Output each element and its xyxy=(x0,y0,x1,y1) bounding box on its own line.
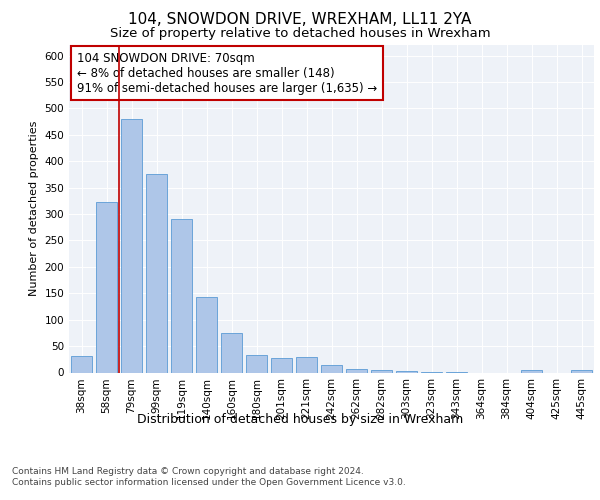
Text: Contains HM Land Registry data © Crown copyright and database right 2024.
Contai: Contains HM Land Registry data © Crown c… xyxy=(12,468,406,487)
Bar xyxy=(371,370,392,372)
Bar xyxy=(171,220,192,372)
Bar xyxy=(146,174,167,372)
Bar xyxy=(321,365,342,372)
Text: 104 SNOWDON DRIVE: 70sqm
← 8% of detached houses are smaller (148)
91% of semi-d: 104 SNOWDON DRIVE: 70sqm ← 8% of detache… xyxy=(77,52,377,94)
Bar xyxy=(246,355,267,372)
Bar xyxy=(71,356,92,372)
Bar xyxy=(271,358,292,372)
Bar xyxy=(96,202,117,372)
Text: 104, SNOWDON DRIVE, WREXHAM, LL11 2YA: 104, SNOWDON DRIVE, WREXHAM, LL11 2YA xyxy=(128,12,472,28)
Bar xyxy=(221,333,242,372)
Bar xyxy=(571,370,592,372)
Text: Distribution of detached houses by size in Wrexham: Distribution of detached houses by size … xyxy=(137,412,463,426)
Y-axis label: Number of detached properties: Number of detached properties xyxy=(29,121,39,296)
Bar xyxy=(521,370,542,372)
Bar xyxy=(296,356,317,372)
Text: Size of property relative to detached houses in Wrexham: Size of property relative to detached ho… xyxy=(110,28,490,40)
Bar xyxy=(121,119,142,372)
Bar xyxy=(346,369,367,372)
Bar xyxy=(196,297,217,372)
Bar xyxy=(396,371,417,372)
